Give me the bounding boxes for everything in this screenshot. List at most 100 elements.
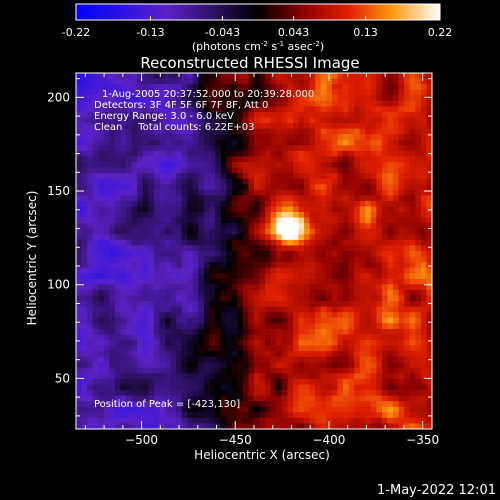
- heatmap-cell: [304, 100, 311, 107]
- heatmap-cell: [259, 284, 266, 291]
- heatmap-cell: [415, 312, 422, 319]
- heatmap-cell: [270, 223, 277, 230]
- heatmap-cell: [270, 195, 277, 202]
- heatmap-cell: [109, 390, 116, 397]
- heatmap-cell: [92, 378, 99, 386]
- heatmap-cell: [126, 145, 133, 152]
- heatmap-cell: [165, 78, 172, 85]
- heatmap-cell: [209, 417, 216, 425]
- heatmap-cell: [131, 128, 138, 135]
- heatmap-cell: [159, 212, 166, 219]
- heatmap-cell: [320, 423, 327, 429]
- heatmap-cell: [226, 301, 233, 308]
- heatmap-cell: [126, 95, 133, 102]
- heatmap-cell: [398, 189, 405, 196]
- heatmap-cell: [87, 390, 94, 397]
- heatmap-cell: [337, 284, 344, 291]
- heatmap-cell: [226, 340, 233, 347]
- heatmap-cell: [415, 100, 422, 107]
- heatmap-cell: [343, 245, 350, 252]
- heatmap-cell: [187, 95, 194, 102]
- heatmap-cell: [387, 206, 394, 213]
- heatmap-cell: [343, 84, 350, 91]
- heatmap-cell: [398, 212, 405, 219]
- heatmap-cell: [359, 256, 366, 263]
- heatmap-cell: [92, 362, 99, 369]
- heatmap-cell: [337, 200, 344, 208]
- heatmap-cell: [298, 295, 305, 302]
- heatmap-cell: [376, 401, 383, 408]
- heatmap-cell: [426, 95, 432, 102]
- heatmap-cell: [220, 306, 227, 313]
- heatmap-cell: [109, 89, 116, 96]
- heatmap-cell: [370, 184, 377, 191]
- heatmap-cell: [415, 373, 422, 380]
- heatmap-cell: [231, 134, 238, 141]
- heatmap-cell: [337, 78, 344, 85]
- heatmap-cell: [181, 106, 188, 113]
- heatmap-cell: [131, 312, 138, 319]
- heatmap-cell: [114, 139, 122, 146]
- heatmap-cell: [370, 312, 377, 319]
- heatmap-cell: [187, 417, 194, 425]
- heatmap-cell: [331, 406, 339, 413]
- heatmap-cell: [265, 128, 272, 135]
- heatmap-cell: [292, 178, 300, 185]
- heatmap-cell: [270, 306, 277, 313]
- heatmap-cell: [370, 178, 377, 185]
- heatmap-cell: [170, 256, 177, 263]
- heatmap-cell: [365, 390, 372, 397]
- heatmap-cell: [231, 123, 238, 130]
- heatmap-cell: [181, 150, 188, 158]
- heatmap-cell: [103, 134, 110, 141]
- heatmap-cell: [87, 262, 94, 269]
- heatmap-cell: [215, 245, 222, 252]
- heatmap-cell: [292, 106, 300, 113]
- heatmap-cell: [220, 162, 227, 169]
- heatmap-cell: [331, 401, 339, 408]
- heatmap-cell: [331, 184, 339, 191]
- heatmap-cell: [76, 378, 83, 386]
- heatmap-cell: [226, 262, 233, 269]
- heatmap-cell: [120, 273, 127, 280]
- heatmap-cell: [404, 345, 411, 352]
- heatmap-cell: [381, 328, 389, 336]
- heatmap-cell: [81, 295, 88, 302]
- heatmap-cell: [215, 212, 222, 219]
- heatmap-cell: [404, 73, 411, 80]
- heatmap-cell: [281, 317, 288, 324]
- heatmap-cell: [165, 328, 172, 336]
- heatmap-cell: [198, 334, 205, 341]
- heatmap-cell: [376, 223, 383, 230]
- heatmap-cell: [270, 117, 277, 124]
- heatmap-cell: [103, 195, 110, 202]
- heatmap-cell: [404, 284, 411, 291]
- heatmap-cell: [292, 262, 300, 269]
- heatmap-cell: [365, 100, 372, 107]
- heatmap-cell: [359, 145, 366, 152]
- heatmap-cell: [126, 189, 133, 196]
- heatmap-cell: [81, 89, 88, 96]
- heatmap-cell: [359, 395, 366, 402]
- heatmap-cell: [259, 89, 266, 96]
- heatmap-cell: [270, 390, 277, 397]
- heatmap-cell: [170, 106, 177, 113]
- heatmap-cell: [137, 306, 144, 313]
- heatmap-cell: [265, 206, 272, 213]
- heatmap-cell: [159, 289, 166, 297]
- heatmap-cell: [315, 323, 322, 330]
- heatmap-cell: [398, 73, 405, 80]
- heatmap-cell: [248, 200, 255, 208]
- heatmap-cell: [114, 117, 122, 124]
- heatmap-cell: [148, 212, 155, 219]
- heatmap-cell: [370, 256, 377, 263]
- heatmap-cell: [281, 217, 288, 224]
- heatmap-cell: [381, 223, 389, 230]
- heatmap-cell: [76, 117, 83, 124]
- heatmap-cell: [415, 78, 422, 85]
- heatmap-cell: [248, 289, 255, 297]
- heatmap-cell: [231, 206, 238, 213]
- heatmap-cell: [76, 262, 83, 269]
- heatmap-cell: [192, 106, 199, 113]
- heatmap-cell: [215, 340, 222, 347]
